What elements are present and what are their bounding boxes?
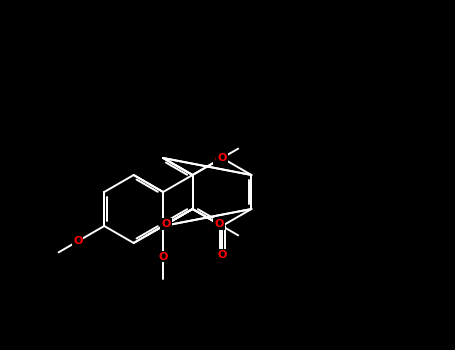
Text: O: O [158, 252, 168, 261]
Text: O: O [214, 155, 224, 165]
Text: O: O [162, 219, 171, 229]
Text: O: O [214, 219, 224, 229]
Text: O: O [217, 250, 227, 260]
Text: O: O [73, 236, 82, 246]
Text: O: O [217, 153, 227, 163]
